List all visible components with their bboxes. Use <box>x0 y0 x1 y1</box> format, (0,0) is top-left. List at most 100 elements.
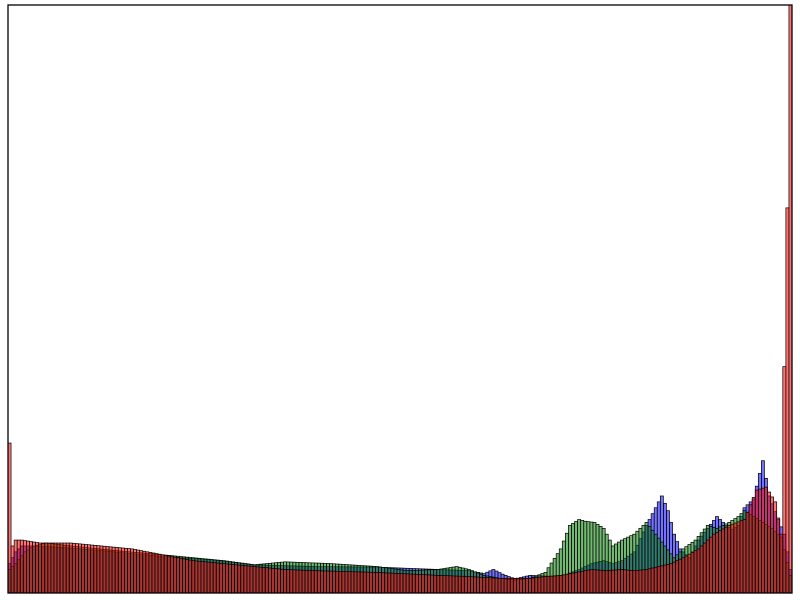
histogram-bar-series-2-bin-226 <box>699 545 704 594</box>
histogram-bar-series-2-bin-232 <box>718 530 722 594</box>
histogram-bar-series-2-bin-3 <box>16 539 21 594</box>
histogram-bar-series-2-bin-26 <box>87 544 92 594</box>
histogram-bar-series-2-bin-45 <box>145 551 150 594</box>
histogram-bar-series-2-bin-118 <box>369 571 373 594</box>
histogram-bar-series-2-bin-91 <box>286 569 291 594</box>
histogram-bar-series-2-bin-253 <box>782 366 787 594</box>
histogram-bar-series-2-bin-86 <box>271 567 275 594</box>
histogram-bar-series-2-bin-105 <box>329 570 333 594</box>
histogram-bar-series-2-bin-186 <box>577 571 582 594</box>
histogram-bar-series-2-bin-250 <box>773 501 778 594</box>
histogram-bar-series-2-bin-43 <box>139 550 144 594</box>
histogram-bar-series-2-bin-54 <box>173 556 177 594</box>
histogram-bar-series-2-bin-221 <box>684 555 689 594</box>
histogram-bar-series-2-bin-112 <box>350 571 355 594</box>
histogram-bar-series-2-bin-72 <box>228 563 232 594</box>
histogram-bar-series-2-bin-83 <box>261 567 266 594</box>
histogram-bar-series-2-bin-20 <box>68 542 73 594</box>
histogram-bar-series-2-bin-102 <box>320 570 324 594</box>
histogram-bar-series-2-bin-123 <box>384 572 389 594</box>
histogram-bar-series-2-bin-209 <box>647 568 652 594</box>
histogram-bar-series-2-bin-136 <box>424 574 428 594</box>
histogram-bar-series-2-bin-192 <box>595 569 600 594</box>
histogram-bar-series-2-bin-69 <box>218 562 223 594</box>
histogram-bar-series-2-bin-224 <box>693 550 698 594</box>
histogram-bar-series-2-bin-63 <box>200 561 205 594</box>
histogram-bar-series-2-bin-15 <box>53 542 58 594</box>
histogram-bar-series-2-bin-220 <box>681 557 686 594</box>
histogram-bar-series-2-bin-9 <box>35 542 39 594</box>
histogram-bar-series-2-bin-240 <box>742 519 747 594</box>
histogram-bar-series-2-bin-207 <box>641 569 646 594</box>
histogram-bar-series-2-bin-126 <box>393 572 398 594</box>
histogram-bar-series-2-bin-193 <box>598 569 603 594</box>
histogram-bar-series-2-bin-214 <box>663 564 667 594</box>
histogram-bar-series-2-bin-195 <box>604 570 609 594</box>
histogram-bar-series-2-bin-236 <box>730 523 735 594</box>
histogram-bar-series-2-bin-210 <box>650 567 655 594</box>
histogram-bar-series-2-bin-62 <box>197 560 202 594</box>
histogram-bar-series-2-bin-38 <box>124 547 128 594</box>
histogram-bar-series-2-bin-56 <box>179 557 183 594</box>
histogram-bar-series-2-bin-153 <box>476 576 480 594</box>
histogram-bar-series-2-bin-48 <box>154 553 159 594</box>
histogram-bar-series-2-bin-171 <box>531 577 536 594</box>
histogram-bar-series-2-bin-58 <box>185 559 190 594</box>
histogram-bar-series-2-bin-119 <box>372 571 376 594</box>
histogram-bar-series-2-bin-164 <box>509 577 514 594</box>
histogram-bar-series-2-bin-198 <box>614 569 618 594</box>
histogram-bar-series-2-bin-104 <box>326 570 330 594</box>
histogram-bar-series-2-bin-67 <box>212 562 217 594</box>
histogram-bar-series-2-bin-4 <box>19 539 24 594</box>
histogram-bar-series-2-bin-16 <box>56 542 61 594</box>
histogram-bar-series-2-bin-187 <box>580 570 585 594</box>
histogram-bar-series-2-bin-88 <box>277 568 281 594</box>
histogram-bar-series-2-bin-81 <box>255 566 260 594</box>
histogram-bar-series-2-bin-84 <box>264 567 269 594</box>
histogram-bar-series-2-bin-185 <box>574 572 578 594</box>
histogram-bar-series-2-bin-17 <box>59 542 64 594</box>
histogram-bar-series-2-bin-111 <box>347 571 352 594</box>
histogram-bar-series-2-bin-148 <box>460 575 465 594</box>
histogram-bar-series-2-bin-146 <box>454 575 459 594</box>
histogram-bar-series-2-bin-122 <box>381 572 386 594</box>
histogram-bar-series-2-bin-158 <box>491 577 496 594</box>
histogram-bar-series-2-bin-61 <box>194 560 199 594</box>
histogram-bar-series-2-bin-135 <box>421 574 425 594</box>
histogram-bar-series-2-bin-39 <box>127 548 131 594</box>
histogram-bar-series-2-bin-200 <box>620 569 624 594</box>
histogram-bar-series-2-bin-211 <box>653 566 658 594</box>
histogram-bar-series-2-bin-79 <box>249 565 254 594</box>
histogram-bar-series-2-bin-90 <box>283 569 288 594</box>
histogram-bar-series-2-bin-107 <box>335 570 340 594</box>
histogram-bar-series-2-bin-141 <box>439 575 444 594</box>
histogram-bar-series-2-bin-237 <box>733 522 738 594</box>
histogram-bar-series-2-bin-169 <box>525 577 529 594</box>
histogram-bar-series-2-bin-2 <box>13 539 18 594</box>
histogram-bar-series-2-bin-129 <box>402 573 407 594</box>
histogram-bar-series-2-bin-120 <box>375 572 379 594</box>
histogram-bar-series-2-bin-40 <box>130 548 134 594</box>
histogram-bar-series-2-bin-213 <box>659 565 664 594</box>
histogram-bar-series-2-bin-147 <box>457 575 462 594</box>
histogram-bar-series-2-bin-55 <box>176 557 180 594</box>
histogram-bar-series-2-bin-29 <box>96 545 101 594</box>
histogram-bar-series-2-bin-229 <box>708 536 713 594</box>
histogram-bar-series-2-bin-151 <box>470 576 474 594</box>
histogram-bar-series-2-bin-235 <box>727 525 732 594</box>
histogram-bar-series-2-bin-196 <box>607 570 612 594</box>
histogram-bar-series-2-bin-183 <box>568 573 572 594</box>
histogram-bar-series-2-bin-231 <box>715 532 719 594</box>
histogram-bar-series-2-bin-167 <box>519 577 523 594</box>
histogram-bar-series-2-bin-85 <box>267 567 272 594</box>
histogram-bar-series-2-bin-13 <box>47 542 52 594</box>
histogram-bar-series-2-bin-216 <box>669 563 673 594</box>
plot-frame <box>7 4 793 594</box>
histogram-bar-series-2-bin-31 <box>102 545 107 594</box>
histogram-bar-series-2-bin-30 <box>99 545 104 594</box>
histogram-bar-series-2-bin-208 <box>644 569 649 594</box>
histogram-bar-series-2-bin-82 <box>258 566 263 594</box>
histogram-bar-series-2-bin-168 <box>522 577 526 594</box>
histogram-bar-series-2-bin-49 <box>157 553 162 594</box>
histogram-bar-series-2-bin-201 <box>623 569 627 594</box>
